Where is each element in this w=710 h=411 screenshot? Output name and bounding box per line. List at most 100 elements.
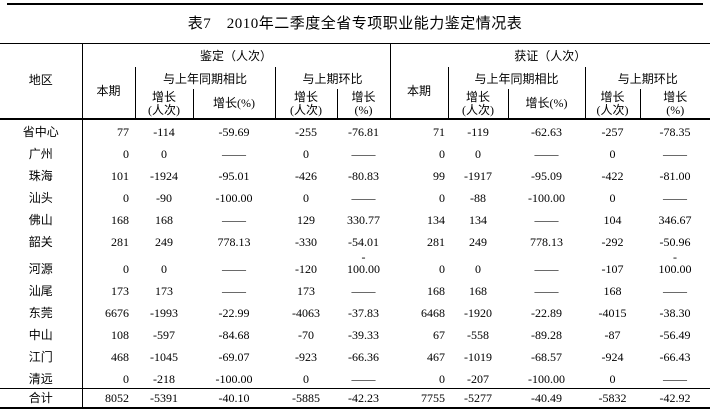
value-cell: 0 — [303, 147, 309, 161]
region-cell: 汕头 — [0, 185, 83, 207]
value-cell: -22.89 — [531, 306, 563, 320]
region-cell: 汕尾 — [0, 278, 83, 300]
value-cell: -87 — [604, 328, 621, 342]
value-cell: 0 — [439, 262, 446, 276]
value-cell: 468 — [111, 350, 129, 364]
value-cell: 0 — [475, 147, 482, 161]
value-cell: 0 — [439, 371, 446, 386]
region-cell: 省中心 — [0, 119, 83, 141]
value-cell: —— — [663, 284, 688, 298]
value-cell: 0 — [123, 191, 129, 205]
value-cell: 168 — [469, 284, 488, 298]
value-cell: -100.00 — [215, 371, 253, 386]
value-cell: —— — [351, 284, 376, 298]
value-cell: 330.77 — [347, 213, 381, 227]
value-cell: -88 — [470, 191, 487, 205]
value-cell: -66.43 — [659, 350, 691, 364]
value-cell: 0 — [123, 262, 129, 276]
value-cell: —— — [663, 371, 688, 386]
value-cell: -42.23 — [337, 387, 391, 408]
value-cell: 168 — [155, 213, 173, 227]
value-cell: -90 — [156, 191, 172, 205]
value-cell: 0 — [609, 371, 616, 386]
value-cell: -330 — [295, 235, 317, 249]
value-cell: -120 — [295, 262, 317, 276]
value-cell: - 100.00 — [658, 251, 692, 276]
value-cell: 108 — [111, 328, 129, 342]
table-row: 中山 108 -597 -84.68 -70 -39.33 67 -558 -89.28 -87 -… — [0, 322, 710, 344]
value-cell: —— — [222, 213, 246, 227]
value-cell: -95.09 — [531, 169, 563, 183]
value-cell: 0 — [475, 262, 482, 276]
value-cell: -257 — [601, 125, 624, 139]
header-row-measures: 增长 (人次) 增长(%) 增长 (人次) 增长 (%) 增长 (人次) 增长(… — [0, 89, 710, 120]
value-cell: -22.99 — [218, 306, 250, 320]
value-cell: -1993 — [150, 306, 178, 320]
value-cell: -38.30 — [659, 306, 691, 320]
value-cell: —— — [222, 284, 246, 298]
value-cell: -119 — [467, 125, 489, 139]
table-row: 清远 0 -218 -100.00 0 —— 0 -207 -100.00 0 —— — [0, 366, 710, 388]
region-cell: 清远 — [0, 366, 83, 388]
value-cell: 0 — [161, 147, 167, 161]
value-cell: -4063 — [292, 306, 320, 320]
value-cell: -66.36 — [348, 350, 380, 364]
table-body: 省中心 77 -114 -59.69 -255 -76.81 71 -119 -62.63 -25… — [0, 119, 710, 408]
value-cell: -50.96 — [659, 235, 691, 249]
value-cell: 0 — [161, 262, 167, 276]
value-cell: -1045 — [150, 350, 178, 364]
value-cell: —— — [534, 213, 559, 227]
value-cell: -69.07 — [218, 350, 250, 364]
value-cell: -5832 — [585, 387, 641, 408]
value-cell: 134 — [469, 213, 488, 227]
value-cell: -37.83 — [348, 306, 380, 320]
table-row: 江门 468 -1045 -69.07 -923 -66.36 467 -1019 -68.57… — [0, 344, 710, 366]
value-cell: -255 — [295, 125, 317, 139]
header-yoy-appraisal: 与上年同期相比 — [162, 71, 247, 86]
value-cell: -4015 — [598, 306, 627, 320]
value-cell: 129 — [297, 213, 315, 227]
value-cell: 0 — [123, 371, 129, 386]
header-growth-count-yoy-appraisal: 增长 (人次) — [135, 89, 193, 120]
value-cell: -1920 — [464, 306, 493, 320]
value-cell: 8052 — [82, 387, 135, 408]
value-cell: -924 — [601, 350, 624, 364]
value-cell: 0 — [303, 191, 309, 205]
value-cell: 0 — [303, 371, 309, 386]
header-current-certified: 本期 — [389, 67, 449, 120]
value-cell: -1019 — [464, 350, 493, 364]
header-row-sections: 地区 鉴定（人次） 获证（人次） — [0, 43, 710, 120]
value-cell: -84.68 — [218, 328, 250, 342]
value-cell: 778.13 — [217, 235, 251, 249]
value-cell: 346.67 — [658, 213, 692, 227]
value-cell: -100.00 — [528, 191, 566, 205]
region-cell: 广州 — [0, 141, 83, 163]
value-cell: -114 — [153, 125, 175, 139]
value-cell: 0 — [439, 191, 446, 205]
header-growth-pct-mom-appraisal: 增长 (%) — [336, 89, 391, 120]
value-cell: -40.49 — [508, 387, 586, 408]
region-cell: 江门 — [0, 344, 83, 366]
table-header: 地区 鉴定（人次） 获证（人次） 本期 与上年同期相比 与上期环比 本期 与上年… — [0, 43, 710, 120]
value-cell: 281 — [427, 235, 446, 249]
value-cell: 0 — [123, 147, 129, 161]
header-growth-count-yoy-certified: 增长 (人次) — [447, 89, 509, 120]
value-cell: —— — [534, 147, 559, 161]
value-cell: -923 — [295, 350, 317, 364]
value-cell: -39.33 — [348, 328, 380, 342]
header-section-certified: 获证（人次） — [389, 43, 710, 67]
value-cell: 173 — [111, 284, 129, 298]
value-cell: 249 — [155, 235, 173, 249]
header-growth-pct-yoy-certified: 增长(%) — [507, 89, 586, 120]
value-cell: 168 — [427, 284, 446, 298]
table-row: 河源 0 0 —— -120 - 100.00 0 0 —— -107 - 100.00 — [0, 251, 710, 278]
value-cell: -100.00 — [528, 371, 566, 386]
table-row: 汕尾 173 173 —— 173 —— 168 168 —— 168 —— — [0, 278, 710, 300]
value-cell: -81.00 — [659, 169, 691, 183]
region-cell: 佛山 — [0, 207, 83, 229]
value-cell: -59.69 — [218, 125, 250, 139]
value-cell: -54.01 — [348, 235, 380, 249]
value-cell: —— — [663, 191, 688, 205]
value-cell: 168 — [603, 284, 622, 298]
header-row-groups: 本期 与上年同期相比 与上期环比 本期 与上年同期相比 与上期环比 — [0, 67, 710, 120]
